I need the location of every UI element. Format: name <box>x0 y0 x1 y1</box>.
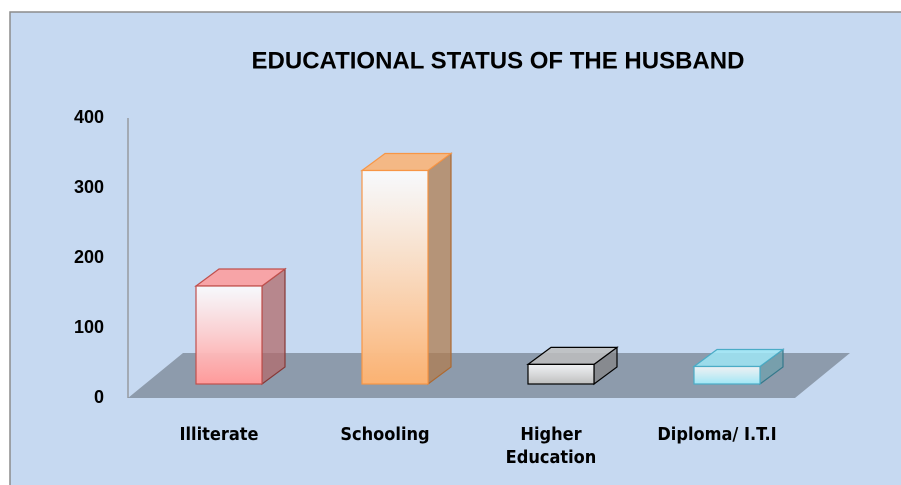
bar <box>692 348 785 386</box>
x-tick-label: Illiterate <box>179 424 259 445</box>
bar-front <box>195 285 263 385</box>
floor <box>128 353 850 398</box>
bar <box>360 152 453 386</box>
x-tick-label: Higher Education <box>505 424 597 468</box>
bar-front <box>693 365 761 385</box>
chart-title: EDUCATIONAL STATUS OF THE HUSBAND <box>252 47 745 74</box>
chart-area <box>9 11 901 485</box>
y-tick-label: 100 <box>74 317 104 337</box>
bar-front <box>527 363 595 385</box>
x-tick-label: Schooling <box>340 424 430 445</box>
y-tick-label: 400 <box>74 107 104 127</box>
bar <box>194 267 287 386</box>
bar <box>526 346 619 386</box>
y-tick-label: 200 <box>74 247 104 267</box>
bar-side <box>261 267 286 386</box>
y-tick-label: 300 <box>74 177 104 197</box>
y-tick-label: 0 <box>94 387 104 407</box>
x-tick-label: Diploma/ I.T.I <box>657 424 777 445</box>
bar-side <box>427 152 452 386</box>
bar-front <box>361 169 429 385</box>
